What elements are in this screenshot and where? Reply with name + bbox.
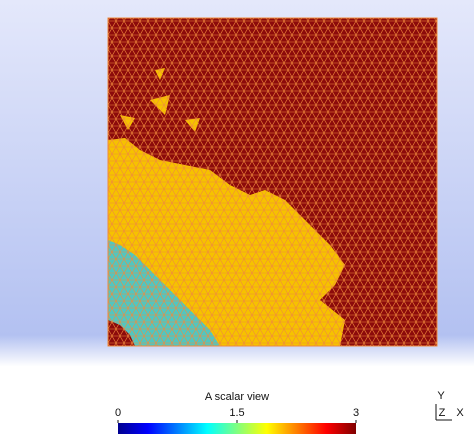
plot-border xyxy=(107,17,438,347)
colorbar-tick-label: 1.5 xyxy=(229,407,244,419)
axis-label-y: Y xyxy=(437,390,445,402)
colorbar-tick-label: 0 xyxy=(115,407,121,419)
axis-label-z: Z xyxy=(439,407,446,419)
mesh-plot xyxy=(108,18,437,346)
colorbar xyxy=(118,423,356,434)
colorbar-title: A scalar view xyxy=(205,391,269,403)
axis-label-x: X xyxy=(456,407,464,419)
colorbar-tick-label: 3 xyxy=(353,407,359,419)
